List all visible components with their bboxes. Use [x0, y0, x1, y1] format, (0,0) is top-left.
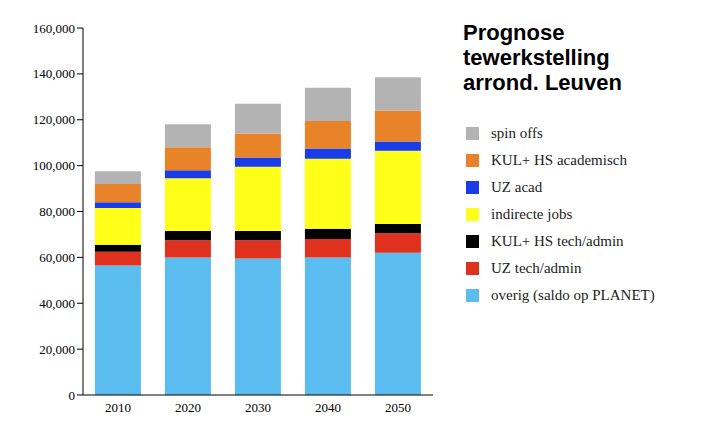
svg-text:160,000: 160,000: [33, 21, 75, 36]
html-text:KUL+ HS academisch: KUL+ HS academisch: [491, 152, 627, 168]
svg-text:140,000: 140,000: [33, 66, 75, 81]
svg-text:2020: 2020: [175, 400, 201, 415]
html-text:overig (saldo op PLANET): overig (saldo op PLANET): [491, 287, 655, 303]
svg-text:40,000: 40,000: [39, 296, 75, 311]
html-text:indirecte jobs: indirecte jobs: [491, 206, 573, 222]
svg-text:2040: 2040: [315, 400, 341, 415]
html-text:Prognose tewerkstelling arrond: Prognose tewerkstelling arrond. Leuven: [463, 20, 622, 95]
svg-text:100,000: 100,000: [33, 158, 75, 173]
svg-text:2030: 2030: [245, 400, 271, 415]
svg-text:2010: 2010: [105, 400, 131, 415]
html-text:UZ tech/admin: UZ tech/admin: [491, 260, 582, 276]
svg-text:60,000: 60,000: [39, 250, 75, 265]
svg-text:120,000: 120,000: [33, 112, 75, 127]
svg-text:20,000: 20,000: [39, 342, 75, 357]
html-text:UZ acad: UZ acad: [491, 179, 543, 195]
svg-text:80,000: 80,000: [39, 204, 75, 219]
svg-text:0: 0: [69, 388, 76, 403]
html-text:KUL+ HS tech/admin: KUL+ HS tech/admin: [491, 233, 624, 249]
svg-text:2050: 2050: [385, 400, 411, 415]
html-text:spin offs: spin offs: [491, 125, 543, 141]
